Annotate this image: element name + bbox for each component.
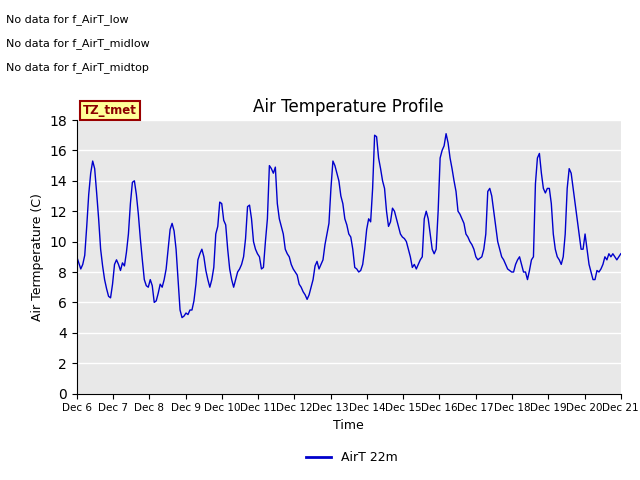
Text: TZ_tmet: TZ_tmet xyxy=(83,104,137,117)
Text: No data for f_AirT_midlow: No data for f_AirT_midlow xyxy=(6,38,150,49)
Text: No data for f_AirT_midtop: No data for f_AirT_midtop xyxy=(6,62,149,73)
Legend: AirT 22m: AirT 22m xyxy=(301,446,403,469)
Text: No data for f_AirT_low: No data for f_AirT_low xyxy=(6,14,129,25)
Title: Air Temperature Profile: Air Temperature Profile xyxy=(253,97,444,116)
X-axis label: Time: Time xyxy=(333,419,364,432)
Y-axis label: Air Termperature (C): Air Termperature (C) xyxy=(31,193,44,321)
